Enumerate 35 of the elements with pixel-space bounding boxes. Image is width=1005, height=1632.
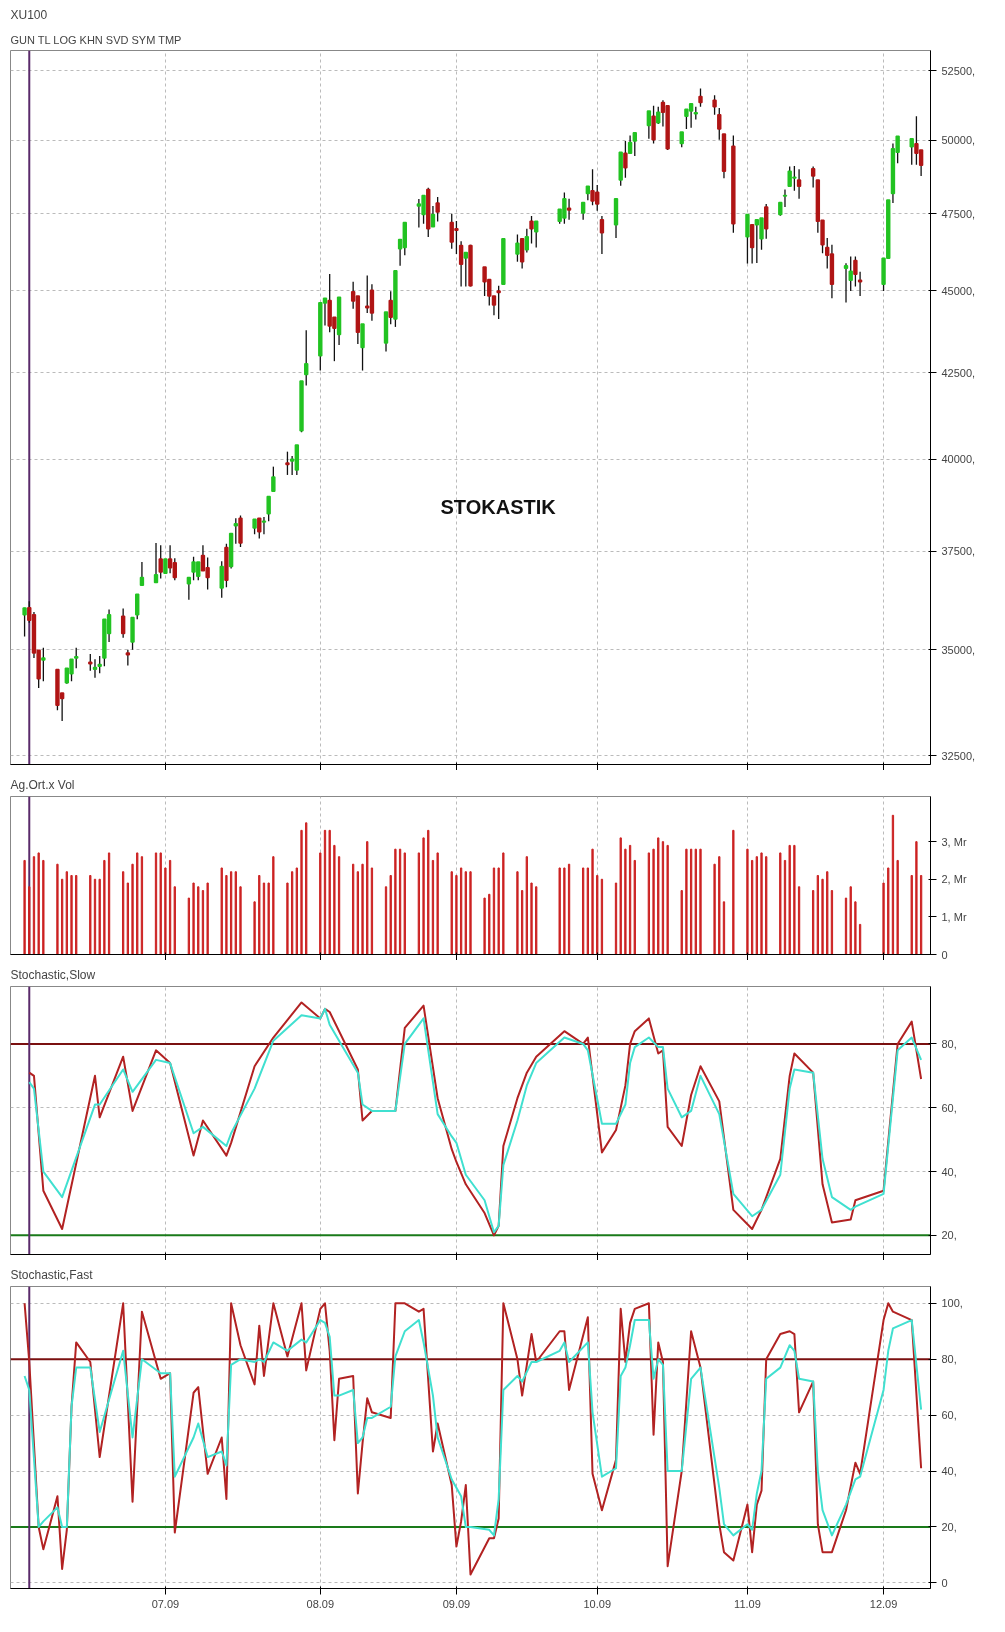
y-tick-label: 40, xyxy=(941,1165,957,1178)
y-tick-label: 52500, xyxy=(941,64,976,77)
y-tick-label: 100, xyxy=(941,1297,963,1310)
chart-subtitle: GUN TL LOG KHN SVD SYM TMP xyxy=(10,33,182,46)
y-tick-label: 20, xyxy=(941,1229,957,1242)
chart-title: Stochastic,Fast xyxy=(10,1267,94,1282)
y-tick-label: 42500, xyxy=(941,366,976,379)
x-tick-label: 11.09 xyxy=(734,1597,761,1610)
x-tick-label: 07.09 xyxy=(151,1597,180,1610)
y-tick-label: 0 xyxy=(941,1576,948,1589)
chart-title: XU100 xyxy=(10,7,48,22)
y-tick-label: 60, xyxy=(941,1409,957,1422)
y-tick-label: 40, xyxy=(941,1465,957,1478)
y-tick-label: 80, xyxy=(941,1037,957,1050)
x-tick-label: 08.09 xyxy=(306,1597,335,1610)
chart-title: Ag.Ort.x Vol xyxy=(10,777,75,792)
y-tick-label: 37500, xyxy=(941,545,976,558)
y-tick-label: 50000, xyxy=(941,134,976,147)
y-tick-label: 2, Mr xyxy=(941,873,967,886)
annotation: STOKASTIK xyxy=(440,496,557,519)
y-tick-label: 47500, xyxy=(941,207,976,220)
y-tick-label: 3, Mr xyxy=(941,835,967,848)
y-tick-label: 80, xyxy=(941,1353,957,1366)
y-tick-label: 32500, xyxy=(941,749,976,762)
x-tick-label: 12.09 xyxy=(869,1597,898,1610)
y-tick-label: 20, xyxy=(941,1520,957,1533)
x-tick-label: 09.09 xyxy=(442,1597,471,1610)
y-tick-label: 60, xyxy=(941,1101,957,1114)
y-tick-label: 45000, xyxy=(941,284,976,297)
y-tick-label: 40000, xyxy=(941,453,976,466)
chart-title: Stochastic,Slow xyxy=(10,967,96,982)
y-tick-label: 35000, xyxy=(941,643,976,656)
y-tick-label: 0 xyxy=(941,948,948,961)
x-tick-label: 10.09 xyxy=(583,1597,611,1610)
y-tick-label: 1, Mr xyxy=(941,910,967,923)
